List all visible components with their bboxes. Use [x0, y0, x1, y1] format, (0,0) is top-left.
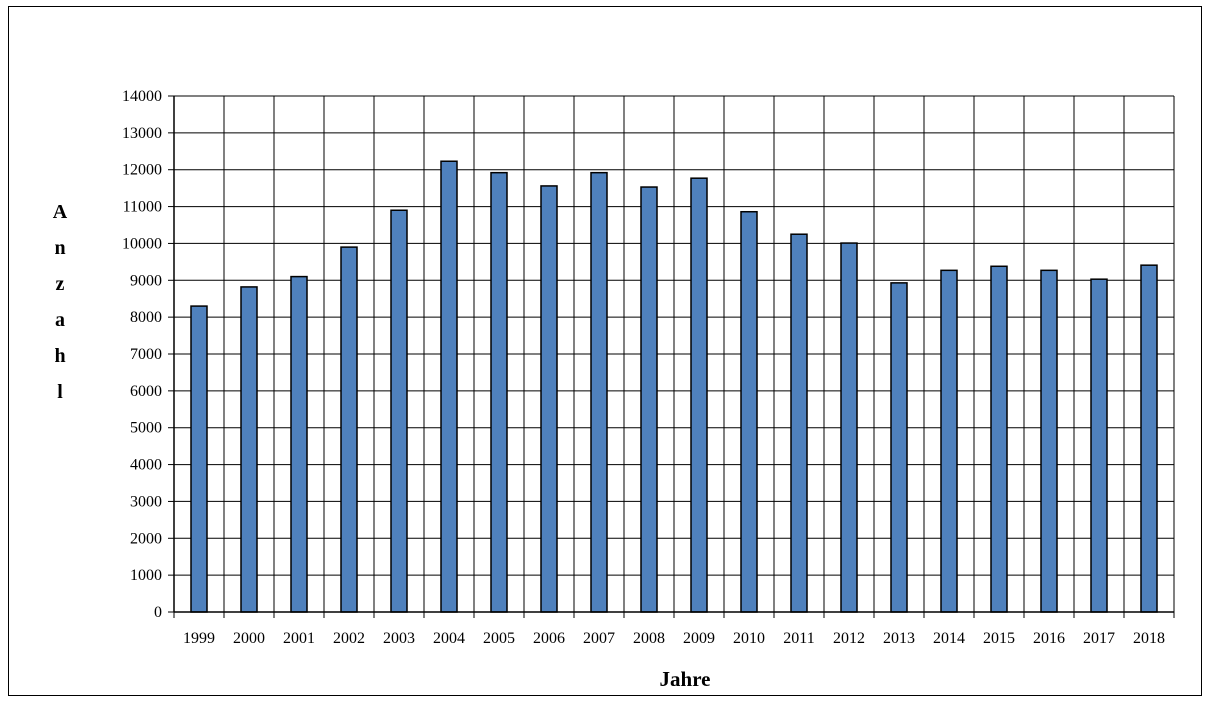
y-tick-label: 12000 — [122, 162, 162, 179]
x-tick-label: 2015 — [983, 630, 1015, 647]
y-tick-label: 13000 — [122, 125, 162, 142]
x-tick-label: 2017 — [1083, 630, 1115, 647]
bar — [240, 286, 258, 613]
bar — [390, 209, 408, 613]
bar — [1090, 278, 1108, 613]
bar — [990, 265, 1008, 613]
y-tick-label: 4000 — [130, 457, 162, 474]
bar — [190, 305, 208, 613]
bar — [490, 171, 508, 613]
bar — [890, 282, 908, 613]
x-tick-label: 1999 — [183, 630, 215, 647]
y-axis-label-letter: h — [54, 345, 65, 367]
x-tick-label: 2008 — [633, 630, 665, 647]
bars — [190, 160, 1158, 613]
grid-lines — [173, 95, 1175, 613]
x-tick-label: 2018 — [1133, 630, 1165, 647]
bar — [440, 160, 458, 613]
y-axis-label-letter: A — [53, 201, 68, 223]
x-tick-label: 2013 — [883, 630, 915, 647]
x-tick-label: 2004 — [433, 630, 465, 647]
y-axis-label-letter: l — [57, 381, 63, 403]
x-tick-label: 2003 — [383, 630, 415, 647]
y-tick-label: 10000 — [122, 235, 162, 252]
y-tick-label: 0 — [154, 604, 162, 621]
bar — [290, 275, 308, 613]
bar — [340, 246, 358, 613]
bar — [740, 210, 758, 613]
y-tick-labels: 0 1000 2000 3000 4000 5000 6000 7000 8000 9000 100… — [122, 88, 162, 621]
y-tick-label: 2000 — [130, 530, 162, 547]
x-tick-label: 2016 — [1033, 630, 1065, 647]
y-axis-label-letter: n — [54, 237, 65, 259]
y-tick-label: 8000 — [130, 309, 162, 326]
y-axis-label-letter: z — [56, 273, 65, 295]
y-tick-label: 11000 — [123, 199, 162, 216]
x-tick-labels: 1999 2000 2001 2002 2003 2004 2005 2006 2007 2008… — [183, 630, 1165, 647]
x-tick-label: 2014 — [933, 630, 965, 647]
y-tick-label: 5000 — [130, 420, 162, 437]
x-tick-label: 2012 — [833, 630, 865, 647]
y-tick-label: 9000 — [130, 272, 162, 289]
bar — [790, 233, 808, 613]
bar — [840, 242, 858, 613]
x-axis-label: Jahre — [660, 667, 711, 691]
bar — [690, 177, 708, 613]
y-tick-label: 3000 — [130, 493, 162, 510]
y-axis-label-letter: a — [55, 309, 65, 331]
x-tick-label: 2005 — [483, 630, 515, 647]
x-tick-label: 2006 — [533, 630, 565, 647]
bar — [940, 269, 958, 613]
x-tick-label: 2000 — [233, 630, 265, 647]
y-tick-label: 1000 — [130, 567, 162, 584]
bar — [590, 171, 608, 613]
x-tick-label: 2001 — [283, 630, 315, 647]
bar — [640, 186, 658, 613]
bar — [540, 185, 558, 613]
bar — [1040, 269, 1058, 613]
axes — [168, 95, 1175, 618]
x-tick-label: 2010 — [733, 630, 765, 647]
x-tick-label: 2009 — [683, 630, 715, 647]
bar — [1140, 264, 1158, 613]
y-tick-label: 6000 — [130, 383, 162, 400]
x-tick-label: 2002 — [333, 630, 365, 647]
x-tick-label: 2007 — [583, 630, 615, 647]
x-tick-label: 2011 — [783, 630, 814, 647]
y-tick-label: 7000 — [130, 346, 162, 363]
y-tick-label: 14000 — [122, 88, 162, 105]
